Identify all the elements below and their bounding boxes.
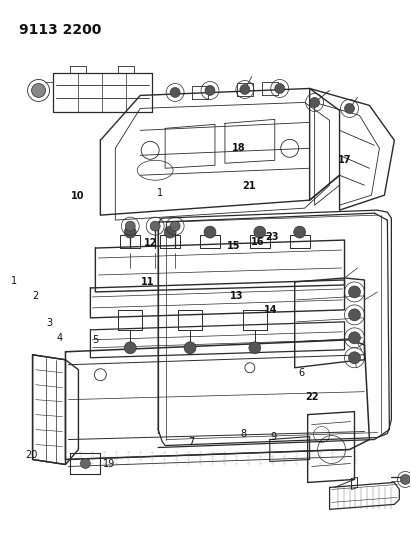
Circle shape bbox=[184, 342, 196, 354]
Text: 11: 11 bbox=[141, 278, 154, 287]
Circle shape bbox=[150, 221, 160, 231]
Circle shape bbox=[275, 84, 285, 93]
Text: 8: 8 bbox=[240, 429, 247, 439]
Text: 7: 7 bbox=[188, 437, 194, 447]
Text: 2: 2 bbox=[32, 291, 39, 301]
Circle shape bbox=[170, 87, 180, 98]
Circle shape bbox=[349, 352, 360, 364]
Text: 23: 23 bbox=[265, 232, 279, 243]
Circle shape bbox=[81, 458, 90, 469]
Text: 10: 10 bbox=[71, 191, 84, 201]
Circle shape bbox=[240, 84, 250, 94]
Text: 21: 21 bbox=[242, 181, 256, 191]
Circle shape bbox=[170, 221, 180, 231]
Circle shape bbox=[125, 221, 135, 231]
Text: 15: 15 bbox=[227, 241, 241, 251]
Text: 6: 6 bbox=[299, 368, 305, 378]
Text: 12: 12 bbox=[143, 238, 157, 247]
Circle shape bbox=[400, 474, 410, 484]
Circle shape bbox=[205, 85, 215, 95]
Text: 5: 5 bbox=[92, 335, 99, 345]
Circle shape bbox=[349, 332, 360, 344]
Text: 4: 4 bbox=[57, 333, 63, 343]
Text: 3: 3 bbox=[46, 318, 52, 328]
Circle shape bbox=[124, 342, 136, 354]
Circle shape bbox=[124, 226, 136, 238]
Text: 22: 22 bbox=[305, 392, 319, 402]
Text: 14: 14 bbox=[264, 305, 278, 315]
Text: 1: 1 bbox=[157, 188, 163, 198]
Circle shape bbox=[32, 84, 46, 98]
Circle shape bbox=[309, 98, 320, 108]
Circle shape bbox=[254, 226, 266, 238]
Circle shape bbox=[249, 342, 261, 354]
Text: 18: 18 bbox=[232, 143, 246, 154]
Text: 16: 16 bbox=[251, 237, 264, 247]
Text: 9: 9 bbox=[270, 432, 276, 442]
Circle shape bbox=[294, 226, 306, 238]
Circle shape bbox=[349, 309, 360, 321]
Text: 9113 2200: 9113 2200 bbox=[18, 22, 101, 37]
Circle shape bbox=[204, 226, 216, 238]
Text: 20: 20 bbox=[25, 450, 37, 460]
Text: 17: 17 bbox=[338, 155, 351, 165]
Text: 13: 13 bbox=[230, 291, 244, 301]
Circle shape bbox=[344, 103, 355, 114]
Text: 1: 1 bbox=[11, 277, 17, 286]
Text: 19: 19 bbox=[103, 459, 115, 469]
Circle shape bbox=[164, 226, 176, 238]
Circle shape bbox=[349, 286, 360, 298]
